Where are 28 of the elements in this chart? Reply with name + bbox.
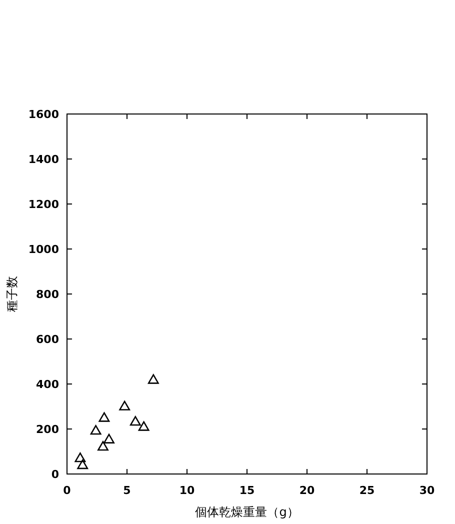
x-tick-label: 20 <box>299 484 315 497</box>
x-tick-label: 0 <box>63 484 72 497</box>
point <box>148 374 159 384</box>
x-tick-label: 5 <box>123 484 131 497</box>
point <box>104 434 114 444</box>
y-tick-label: 1000 <box>28 243 60 256</box>
point <box>77 459 88 470</box>
y-tick-label: 1600 <box>28 108 60 121</box>
point <box>74 452 86 462</box>
point <box>90 425 102 435</box>
y-tick-label: 1200 <box>28 198 60 211</box>
x-axis-title: 個体乾燥重量（g） <box>195 505 299 519</box>
y-tick-label: 200 <box>36 423 60 436</box>
x-tick-label: 25 <box>359 484 375 497</box>
point <box>98 412 110 422</box>
y-axis-title: 種子数 <box>5 276 19 312</box>
point <box>130 416 141 426</box>
x-tick-label: 30 <box>419 484 435 497</box>
y-tick-label: 800 <box>36 288 60 301</box>
y-tick-label: 1400 <box>28 153 60 166</box>
point <box>138 421 150 431</box>
y-tick-label: 400 <box>36 378 60 391</box>
y-tick-label: 0 <box>51 468 60 481</box>
point <box>119 400 130 410</box>
x-tick-label: 15 <box>239 484 255 497</box>
point <box>98 441 108 451</box>
x-tick-label: 10 <box>179 484 195 497</box>
y-tick-label: 600 <box>36 333 60 346</box>
